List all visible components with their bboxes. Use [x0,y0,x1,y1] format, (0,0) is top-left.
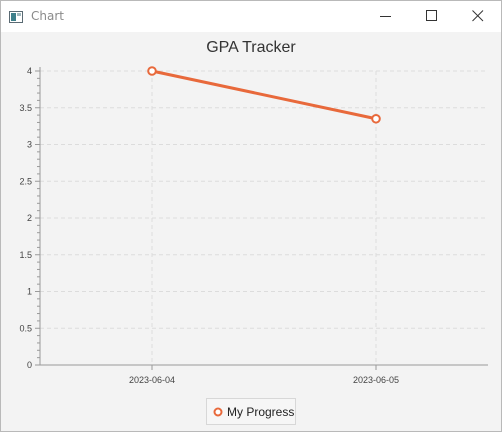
line-chart: 0 0.5 1 1.5 2 2.5 3 3.5 4 2023-06-04 2023-06-05 [19,66,488,385]
minimize-icon [380,16,391,17]
close-icon [472,10,484,22]
chart-app-icon [9,10,23,23]
x-tick-label: 2023-06-04 [129,375,175,385]
y-tick-label: 0 [27,360,32,370]
minimize-button[interactable] [363,1,409,32]
data-point [147,66,157,76]
legend[interactable]: My Progress [206,398,296,425]
legend-marker [213,407,223,417]
y-tick-label: 0.5 [19,323,32,333]
data-point [371,113,381,124]
y-tick-label: 2.5 [19,176,32,186]
y-tick-label: 3 [27,140,32,150]
chart-area: GPA Tracker 0 0.5 1 1.5 2 2.5 3 3.5 4 2023-06-04 2… [1,32,501,431]
chart-title: GPA Tracker [206,39,296,56]
title-bar[interactable]: Chart [1,1,501,32]
y-tick-label: 1.5 [19,250,32,260]
maximize-button[interactable] [409,1,455,32]
y-tick-label: 3.5 [19,103,32,113]
y-tick-label: 2 [27,213,32,223]
window-title: Chart [31,9,64,23]
close-button[interactable] [455,1,501,32]
maximize-icon [426,10,437,21]
series-line [151,69,377,121]
legend-label: My Progress [227,405,295,419]
y-tick-label: 1 [27,287,32,297]
x-tick-label: 2023-06-05 [353,375,399,385]
y-tick-label: 4 [27,66,32,76]
